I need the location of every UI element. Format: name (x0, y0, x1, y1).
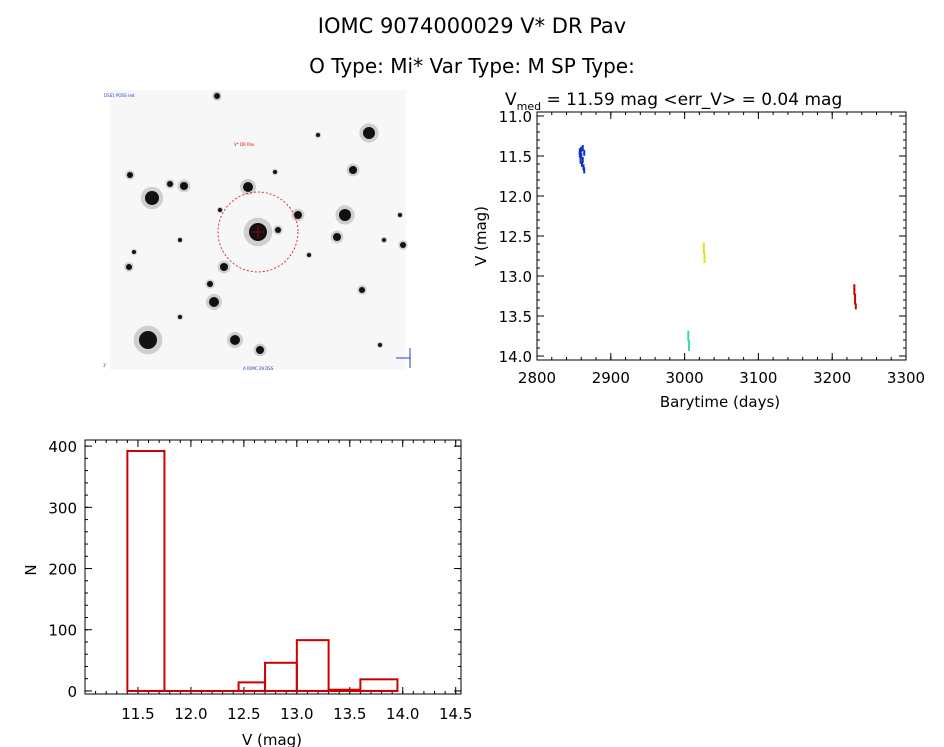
star (139, 331, 157, 349)
star (333, 233, 341, 241)
star (214, 93, 220, 99)
lc-xtick-label: 2900 (592, 369, 630, 387)
star (209, 297, 219, 307)
lc-title: Vmed = 11.59 mag <err_V> = 0.04 mag (505, 90, 842, 113)
hist-frame (84, 439, 462, 695)
star (218, 208, 222, 212)
lc-ytick-label: 11.5 (499, 148, 532, 166)
hist-ytick-label: 400 (48, 438, 77, 456)
star (180, 182, 188, 190)
hist-bar (237, 681, 267, 692)
star (207, 281, 213, 287)
lc-ytick-label: 12.5 (499, 228, 532, 246)
lc-xtick-label: 3100 (739, 369, 777, 387)
lc-xtick-label: 3000 (666, 369, 704, 387)
hist-xtick-label: 13.5 (333, 705, 366, 723)
target-circle (217, 191, 299, 273)
hist-ylabel: N (22, 564, 40, 575)
hist-xtick-label: 12.0 (174, 705, 207, 723)
lc-ytick-label: 12.0 (499, 188, 532, 206)
hist-bar (126, 450, 166, 692)
star (243, 182, 253, 192)
lc-ytick-label: 13.0 (499, 268, 532, 286)
star (378, 343, 382, 347)
lc-ytick-label: 11.0 (499, 108, 532, 126)
star (307, 253, 311, 257)
hist-xtick-label: 14.0 (386, 705, 419, 723)
star (132, 250, 136, 254)
lc-xtick-label: 3200 (813, 369, 851, 387)
star (178, 315, 182, 319)
finder-corner-label: DSS1 POSS red (104, 93, 135, 98)
star (400, 242, 406, 248)
star (363, 127, 375, 139)
hist-xtick-label: 11.5 (121, 705, 154, 723)
hist-xtick-label: 12.5 (227, 705, 260, 723)
hist-bar (295, 639, 330, 692)
lc-xtick-label: 2800 (518, 369, 556, 387)
hist-bar (264, 661, 298, 692)
star (127, 172, 133, 178)
star (294, 211, 302, 219)
lc-xtick-label: 3300 (887, 369, 925, 387)
hist-ytick-label: 300 (48, 499, 77, 517)
star (398, 213, 402, 217)
star (230, 335, 240, 345)
hist-ytick-label: 200 (48, 561, 77, 579)
hist-bar (359, 678, 399, 692)
hist-ytick-label: 0 (67, 683, 77, 701)
star (220, 263, 228, 271)
finder-image: DSS1 POSS red V* DR Pav 3' A IOMC 29 DSS (103, 90, 411, 371)
star (316, 133, 320, 137)
hist-xlabel: V (mag) (242, 731, 302, 747)
hist-xtick-label: 14.5 (439, 705, 472, 723)
star (382, 238, 386, 242)
star (349, 166, 357, 174)
finder-stars (124, 91, 408, 357)
star (359, 287, 365, 293)
star (126, 264, 132, 270)
lc-ytick-label: 14.0 (499, 348, 532, 366)
lc-frame (536, 111, 907, 361)
chart-title-line2: O Type: Mi* Var Type: M SP Type: (309, 54, 635, 78)
star (167, 181, 173, 187)
lc-ylabel: V (mag) (472, 206, 490, 266)
lc-xlabel: Barytime (days) (660, 393, 780, 411)
star (273, 170, 277, 174)
hist-ytick-label: 100 (48, 622, 77, 640)
lc-ytick-label: 13.5 (499, 308, 532, 326)
star (145, 191, 159, 205)
chart-title-line1: IOMC 9074000029 V* DR Pav (317, 14, 627, 38)
hist-bar (327, 688, 362, 692)
star (275, 227, 281, 233)
star (256, 346, 264, 354)
star (339, 209, 351, 221)
finder-scale-label: 3' (103, 363, 107, 368)
finder-target-label: V* DR Pav (234, 142, 255, 147)
finder-bottom-label: A IOMC 29 DSS (243, 366, 274, 371)
hist-xtick-label: 13.0 (280, 705, 313, 723)
star (178, 238, 182, 242)
